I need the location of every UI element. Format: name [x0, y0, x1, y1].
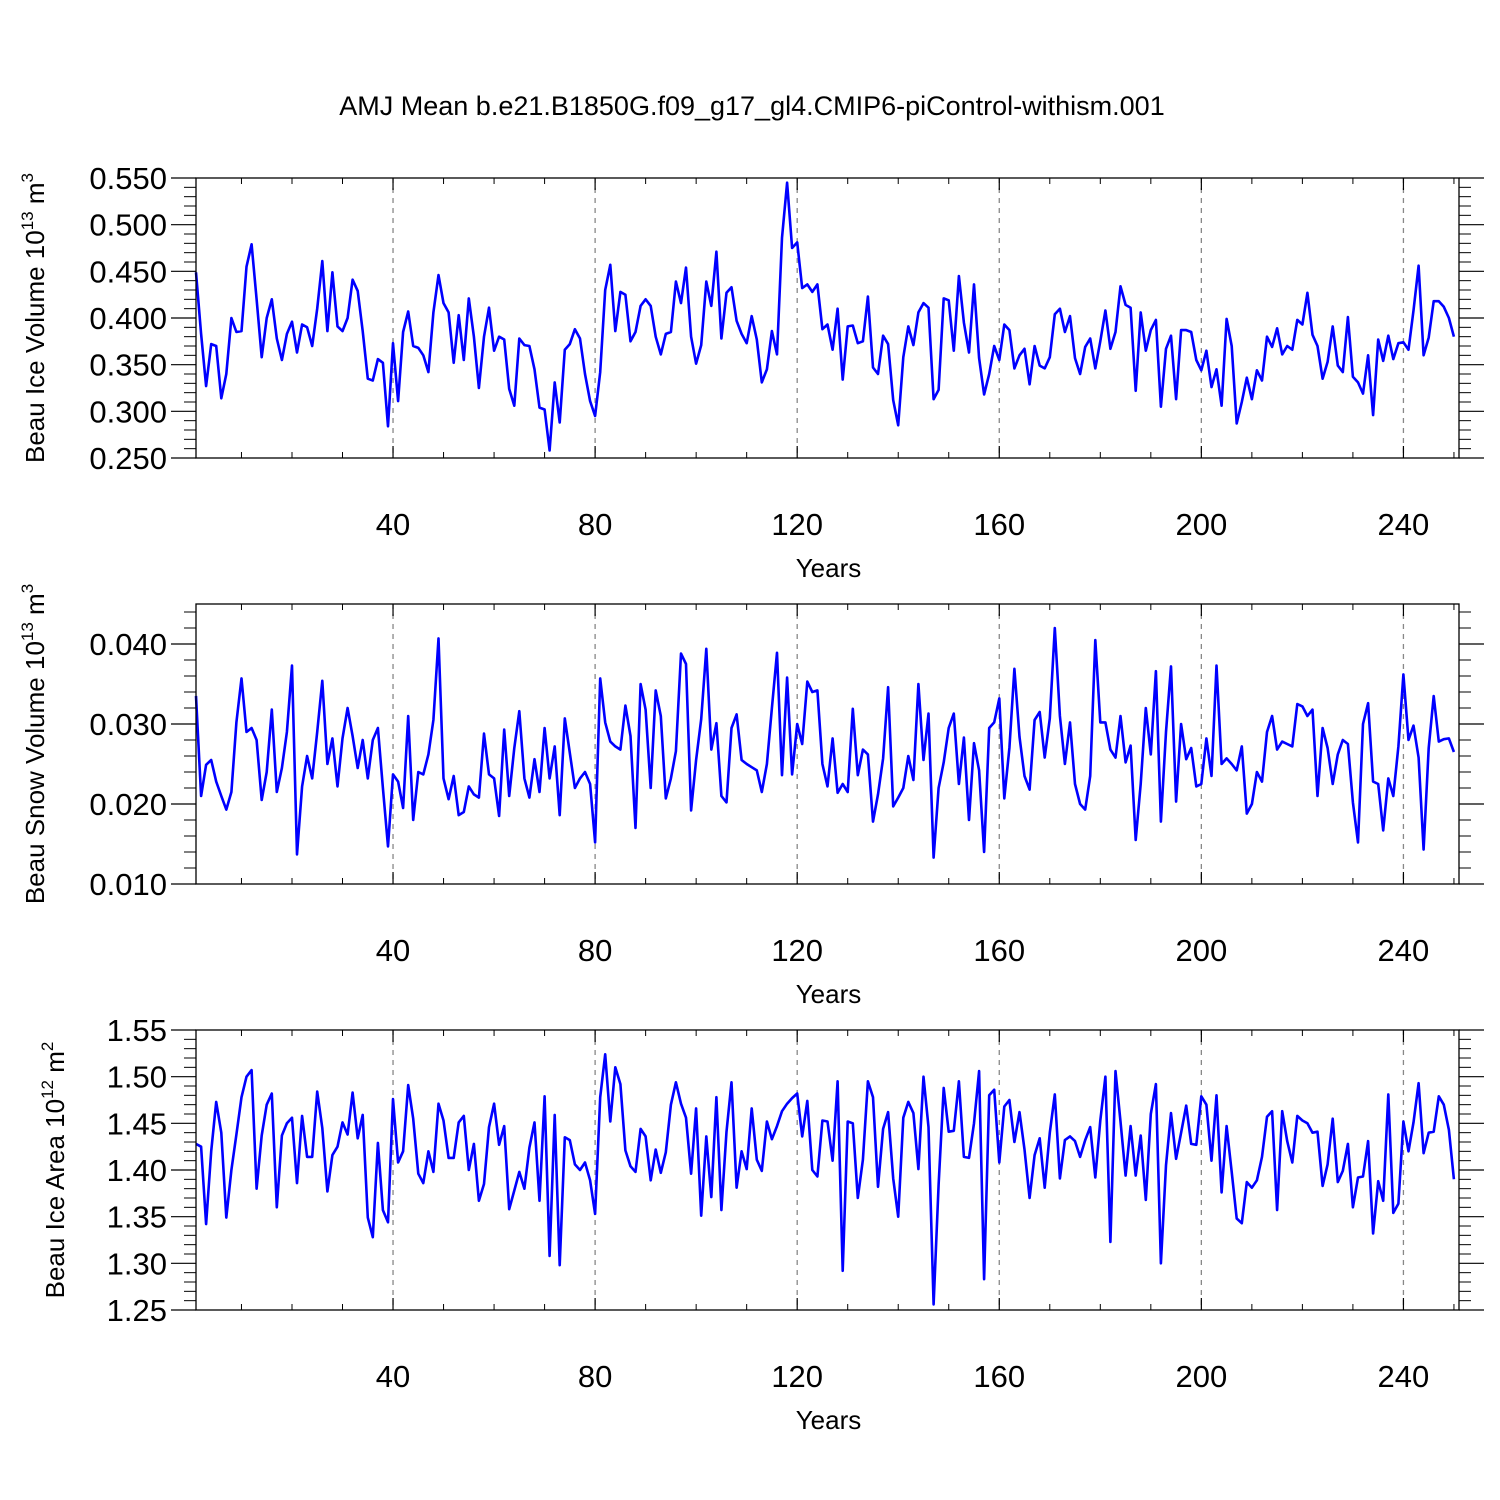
- x-axis-label: Years: [796, 1405, 862, 1435]
- x-tick-label: 120: [771, 507, 823, 542]
- x-tick-label: 160: [973, 1359, 1025, 1394]
- x-tick-label: 40: [376, 933, 410, 968]
- y-tick-label: 0.500: [89, 208, 167, 243]
- y-tick-label: 1.45: [107, 1106, 167, 1141]
- chart-panel-2: 40 80 120 160 200 240 0.010 0.020 0.030 0.040 Year…: [18, 584, 1484, 1009]
- figure-title: AMJ Mean b.e21.B1850G.f09_g17_gl4.CMIP6-…: [339, 91, 1164, 121]
- x-tick-label: 40: [376, 1359, 410, 1394]
- plot-frame: [195, 1029, 1460, 1311]
- x-tick-label: 200: [1175, 933, 1227, 968]
- y-tick-label: 0.400: [89, 301, 167, 336]
- chart-panel-3: 40 80 120 160 200 240 1.25 1.30 1.35 1.40 1.45 1.50…: [38, 1013, 1484, 1435]
- y-tick-label: 0.020: [89, 787, 167, 822]
- x-tick-label: 40: [376, 507, 410, 542]
- x-tick-label: 120: [771, 1359, 823, 1394]
- y-tick-label: 0.350: [89, 348, 167, 383]
- x-tick-label: 160: [973, 933, 1025, 968]
- x-tick-label: 80: [578, 933, 612, 968]
- x-axis-label: Years: [796, 979, 862, 1009]
- x-axis-label: Years: [796, 553, 862, 583]
- y-tick-label: 1.25: [107, 1293, 167, 1328]
- y-tick-label: 0.450: [89, 254, 167, 289]
- series-line: [195, 1053, 1456, 1306]
- x-tick-label: 240: [1378, 507, 1430, 542]
- plot-frame: [195, 177, 1460, 459]
- y-axis-label: Beau Ice Volume 1013 m3: [18, 173, 50, 463]
- plot-frame: [195, 603, 1460, 885]
- x-tick-label: 80: [578, 1359, 612, 1394]
- x-tick-label: 240: [1378, 933, 1430, 968]
- y-axis-label: Beau Snow Volume 1013 m3: [18, 584, 50, 904]
- series-line: [194, 626, 1456, 859]
- y-tick-label: 0.040: [89, 627, 167, 662]
- series-line: [194, 181, 1456, 452]
- x-tick-label: 200: [1175, 507, 1227, 542]
- y-tick-label: 1.35: [107, 1200, 167, 1235]
- x-tick-label: 200: [1175, 1359, 1227, 1394]
- y-tick-label: 0.250: [89, 441, 167, 476]
- y-tick-label: 1.30: [107, 1246, 167, 1281]
- x-tick-label: 120: [771, 933, 823, 968]
- x-tick-label: 160: [973, 507, 1025, 542]
- y-tick-label: 0.030: [89, 707, 167, 742]
- x-tick-label: 80: [578, 507, 612, 542]
- y-tick-label: 0.010: [89, 867, 167, 902]
- y-axis-label: Beau Ice Area 1012 m2: [38, 1042, 70, 1299]
- x-tick-label: 240: [1378, 1359, 1430, 1394]
- y-tick-label: 0.300: [89, 394, 167, 429]
- chart-panel-1: 40 80 120 160 200 240 0.250 0.300 0.350 0.400 0.45…: [18, 161, 1484, 583]
- y-tick-label: 1.40: [107, 1153, 167, 1188]
- y-tick-label: 0.550: [89, 161, 167, 196]
- y-tick-label: 1.50: [107, 1060, 167, 1095]
- y-tick-label: 1.55: [107, 1013, 167, 1048]
